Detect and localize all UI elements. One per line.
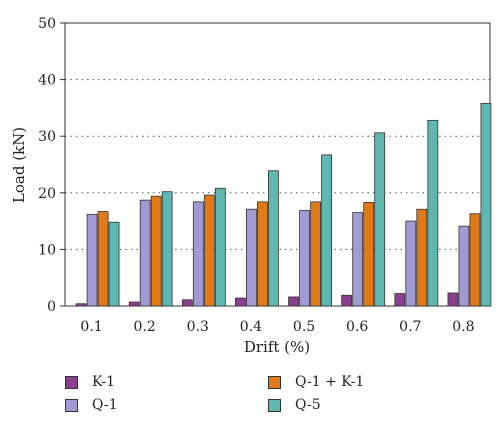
bar-q-1-0.2 (139, 199, 151, 307)
x-tick-label: 0.2 (134, 319, 156, 335)
x-axis-label: Drift (%) (244, 338, 310, 356)
legend-label-q1: Q-1 (92, 397, 118, 413)
y-tick-label: 0 (47, 299, 56, 315)
bar-q-1-k-1-0.2 (150, 195, 162, 307)
bar-q-1-k-1-0.4 (257, 201, 268, 307)
bar-q-1-k-1-0.8 (469, 213, 481, 307)
x-tick-label: 0.3 (187, 319, 209, 335)
y-axis-label: Load (kN) (10, 127, 28, 203)
bar-q-5-0.6 (374, 132, 386, 307)
y-tick-label: 40 (38, 73, 56, 89)
bar-q-5-0.7 (427, 119, 439, 307)
bar-q-1-0.8 (458, 225, 470, 307)
bar-q-1-0.3 (192, 201, 204, 307)
bar-k-1-0.2 (128, 301, 140, 307)
bar-k-1-0.5 (288, 296, 299, 307)
bar-k-1-0.3 (181, 299, 193, 307)
y-tick-label: 50 (38, 16, 56, 32)
x-tick-label: 0.5 (293, 319, 315, 335)
bar-k-1-0.6 (341, 294, 353, 307)
bar-k-1-0.7 (394, 293, 406, 307)
bars (75, 102, 492, 307)
legend-item-q1-k1: Q-1 + K-1 (268, 374, 364, 390)
bar-q-5-0.1 (108, 221, 120, 307)
y-tick-label: 10 (38, 242, 56, 258)
bar-q-5-0.3 (214, 187, 226, 307)
x-tick-label: 0.7 (399, 319, 421, 335)
bar-k-1-0.4 (235, 297, 246, 307)
y-tick-label: 30 (38, 129, 56, 145)
bar-q-1-0.4 (246, 208, 257, 307)
bar-q-5-0.2 (161, 191, 173, 307)
legend-swatch-q1-k1 (268, 375, 281, 389)
bar-q-1-k-1-0.5 (310, 201, 321, 307)
legend-swatch-q1 (65, 398, 78, 412)
bar-q-5-0.5 (321, 154, 332, 307)
y-axis-ticks: 0 10 20 30 40 50 (38, 16, 65, 315)
legend-label-q5: Q-5 (295, 397, 321, 413)
y-tick-label: 20 (38, 186, 56, 202)
x-tick-label: 0.4 (240, 319, 262, 335)
legend-item-q1: Q-1 (65, 397, 118, 413)
x-axis-ticks: 0.1 0.2 0.3 0.4 0.5 0.6 0.7 0.8 (80, 319, 474, 335)
bar-q-1-0.1 (86, 213, 98, 307)
bar-q-5-0.8 (480, 102, 492, 307)
bar-q-1-0.6 (352, 212, 364, 307)
bar-k-1-0.1 (75, 303, 87, 307)
bar-q-1-k-1-0.7 (416, 208, 428, 307)
legend-swatch-k1 (65, 375, 78, 389)
bar-q-1-k-1-0.6 (363, 202, 375, 307)
legend-swatch-q5 (268, 398, 281, 412)
bar-q-1-0.7 (405, 220, 417, 307)
legend-item-q5: Q-5 (268, 397, 321, 413)
bar-q-1-k-1-0.1 (97, 211, 109, 307)
bar-k-1-0.8 (447, 292, 459, 307)
x-tick-label: 0.6 (346, 319, 368, 335)
bar-q-1-k-1-0.3 (203, 194, 215, 307)
legend-item-k1: K-1 (65, 374, 115, 390)
bar-q-1-0.5 (299, 209, 310, 307)
legend-label-q1-k1: Q-1 + K-1 (295, 374, 365, 390)
bar-q-5-0.4 (268, 170, 279, 307)
x-tick-label: 0.8 (452, 319, 474, 335)
legend-label-k1: K-1 (92, 374, 116, 390)
x-tick-label: 0.1 (80, 319, 102, 335)
